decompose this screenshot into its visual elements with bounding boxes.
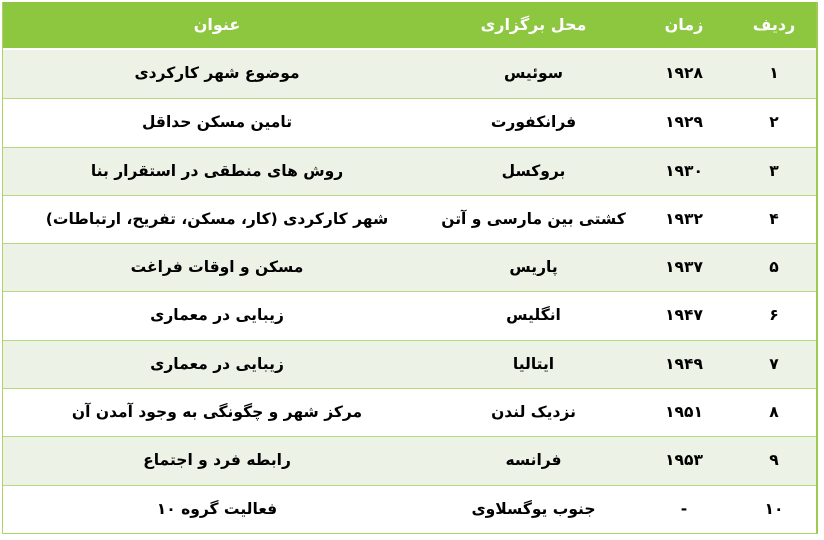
cell-onvan: روش های منطقی در استقرار بنا [90,161,344,180]
column-header-onvan: عنوان [193,15,241,34]
cell-onvan: مسکن و اوقات فراغت [130,258,304,277]
cell-radif: ۳ [769,161,779,180]
congress-table: ردیف زمان محل برگزاری عنوان ۱ ۱۹۲۸ سوئیس… [2,2,818,534]
table-row: ۷ ۱۹۴۹ ایتالیا زیبایی در معماری [3,339,816,389]
cell-zaman: ۱۹۲۹ [665,113,703,132]
table-row: ۲ ۱۹۲۹ فرانکفورت تامین مسکن حداقل [3,98,816,147]
cell-radif: ۹ [769,451,779,470]
cell-mahal: فرانسه [505,451,562,470]
cell-mahal: پاریس [509,258,558,277]
cell-radif: ۵ [769,258,779,277]
cell-onvan: رابطه فرد و اجتماع [143,451,291,470]
cell-mahal: بروکسل [501,161,566,180]
cell-zaman: ۱۹۵۳ [665,451,703,470]
table-row: ۱۰ - جنوب یوگسلاوی فعالیت گروه ۱۰ [3,484,816,533]
cell-zaman: - [680,499,688,518]
table-row: ۱ ۱۹۲۸ سوئیس موضوع شهر کارکردی [3,50,816,99]
cell-zaman: ۱۹۳۰ [665,161,703,180]
column-header-mahal: محل برگزاری [480,15,587,34]
cell-radif: ۴ [769,209,779,228]
cell-radif: ۱۰ [764,499,784,518]
cell-zaman: ۱۹۴۷ [665,306,703,325]
cell-onvan: موضوع شهر کارکردی [134,64,300,83]
table-row: ۹ ۱۹۵۳ فرانسه رابطه فرد و اجتماع [3,436,816,485]
column-header-radif: ردیف [752,15,796,34]
cell-onvan: فعالیت گروه ۱۰ [156,499,278,518]
cell-onvan: زیبایی در معماری [150,306,284,325]
cell-zaman: ۱۹۳۲ [665,209,703,228]
table-body: ۱ ۱۹۲۸ سوئیس موضوع شهر کارکردی ۲ ۱۹۲۹ فر… [3,50,816,533]
table-row: ۸ ۱۹۵۱ نزدیک لندن مرکز شهر و چگونگی به و… [3,388,816,437]
cell-radif: ۲ [769,113,779,132]
table-row: ۶ ۱۹۴۷ انگلیس زیبایی در معماری [3,291,816,340]
cell-onvan: تامین مسکن حداقل [141,113,293,132]
cell-radif: ۱ [769,64,779,83]
cell-radif: ۶ [769,306,779,325]
cell-mahal: نزدیک لندن [491,403,576,422]
cell-onvan: مرکز شهر و چگونگی به وجود آمدن آن [71,403,363,422]
cell-radif: ۸ [769,403,779,422]
table-header-row: ردیف زمان محل برگزاری عنوان [3,2,816,50]
cell-mahal: سوئیس [503,64,564,83]
cell-onvan: شهر کارکردی (کار، مسکن، تفریح، ارتباطات) [45,209,389,228]
cell-zaman: ۱۹۲۸ [665,64,703,83]
cell-zaman: ۱۹۳۷ [665,258,703,277]
cell-onvan: زیبایی در معماری [150,354,284,373]
cell-radif: ۷ [769,354,779,373]
cell-mahal: انگلیس [506,306,561,325]
cell-mahal: ایتالیا [512,354,555,373]
column-header-zaman: زمان [664,15,704,34]
cell-zaman: ۱۹۵۱ [665,403,703,422]
table-row: ۳ ۱۹۳۰ بروکسل روش های منطقی در استقرار ب… [3,146,816,195]
cell-mahal: کشتی بین مارسی و آتن [441,209,626,228]
table-row: ۵ ۱۹۳۷ پاریس مسکن و اوقات فراغت [3,243,816,292]
cell-mahal: فرانکفورت [490,113,577,132]
table-row: ۴ ۱۹۳۲ کشتی بین مارسی و آتن شهر کارکردی … [3,194,816,244]
cell-mahal: جنوب یوگسلاوی [471,499,596,518]
cell-zaman: ۱۹۴۹ [665,354,703,373]
